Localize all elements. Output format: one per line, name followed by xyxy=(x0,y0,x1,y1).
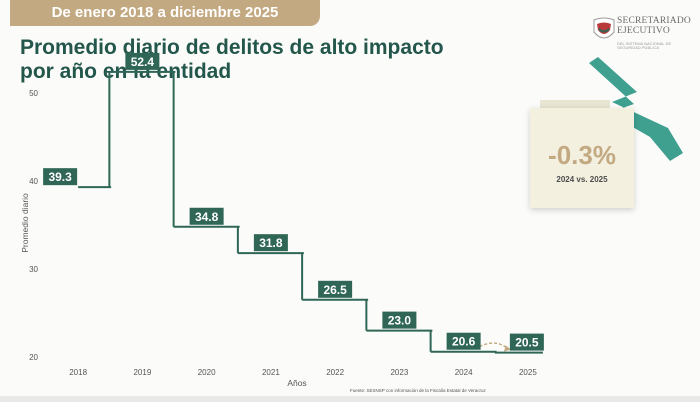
value-label: 23.0 xyxy=(388,314,412,328)
value-label-box xyxy=(318,280,353,298)
comparison-arrow xyxy=(479,342,509,350)
source-note: Fuente: SESNSP con información de la Fis… xyxy=(350,388,486,393)
logo-text: SECRETARIADO EJECUTIVO xyxy=(617,16,691,36)
y-tick-label: 40 xyxy=(29,177,38,186)
trend-arrow-body xyxy=(589,57,683,161)
value-label-box xyxy=(382,311,417,329)
x-tick-label: 2018 xyxy=(69,368,87,377)
x-tick-label: 2020 xyxy=(198,368,216,377)
x-axis-title: Años xyxy=(287,378,306,388)
value-label: 20.5 xyxy=(515,336,539,350)
value-label-box xyxy=(509,333,544,351)
change-callout-note xyxy=(530,108,634,208)
x-tick-label: 2024 xyxy=(455,368,473,377)
x-tick-label: 2023 xyxy=(390,368,408,377)
y-axis-title: Promedio diario xyxy=(20,193,30,253)
y-tick-label: 20 xyxy=(29,353,38,362)
logo-line-1: SECRETARIADO xyxy=(617,16,691,26)
chart-axes: 20 30 40 50 2018 2019 2020 2021 2022 2023 2024 2025… xyxy=(20,89,537,388)
y-tick-label: 50 xyxy=(29,89,38,98)
downward-trend-arrow-icon xyxy=(589,57,683,161)
value-label: 31.8 xyxy=(259,236,283,250)
chart-value-labels: 39.3 52.4 34.8 31.8 26.5 23.0 20.6 20.5 xyxy=(43,52,544,351)
comparison-arrowhead xyxy=(503,345,511,352)
x-tick-label: 2021 xyxy=(262,368,280,377)
period-banner: De enero 2018 a diciembre 2025 xyxy=(10,0,320,26)
change-percentage: -0.3% xyxy=(548,140,616,170)
value-label: 39.3 xyxy=(48,170,72,184)
x-tick-label: 2019 xyxy=(133,368,151,377)
change-comparison-label: 2024 vs. 2025 xyxy=(556,175,608,184)
bottom-strip xyxy=(0,396,700,402)
y-tick-label: 30 xyxy=(29,265,38,274)
value-label: 20.6 xyxy=(452,335,476,349)
value-label: 34.8 xyxy=(195,210,219,224)
institution-logo: SECRETARIADO EJECUTIVO DEL SISTEMA NACIO… xyxy=(591,14,696,54)
value-label: 52.4 xyxy=(131,55,155,69)
value-label-box xyxy=(43,168,78,186)
logo-line-2: EJECUTIVO xyxy=(617,26,670,36)
value-label-box xyxy=(125,52,160,70)
value-label-box xyxy=(253,234,288,252)
value-label-box xyxy=(446,332,481,350)
x-tick-label: 2025 xyxy=(519,368,537,377)
x-tick-label: 2022 xyxy=(326,368,344,377)
value-label: 26.5 xyxy=(323,283,347,297)
chart-series xyxy=(78,70,543,354)
logo-subtitle: DEL SISTEMA NACIONAL DE SEGURIDAD PÚBLIC… xyxy=(617,41,672,50)
value-label-box xyxy=(189,207,224,225)
logo-emblem-icon xyxy=(593,17,615,39)
